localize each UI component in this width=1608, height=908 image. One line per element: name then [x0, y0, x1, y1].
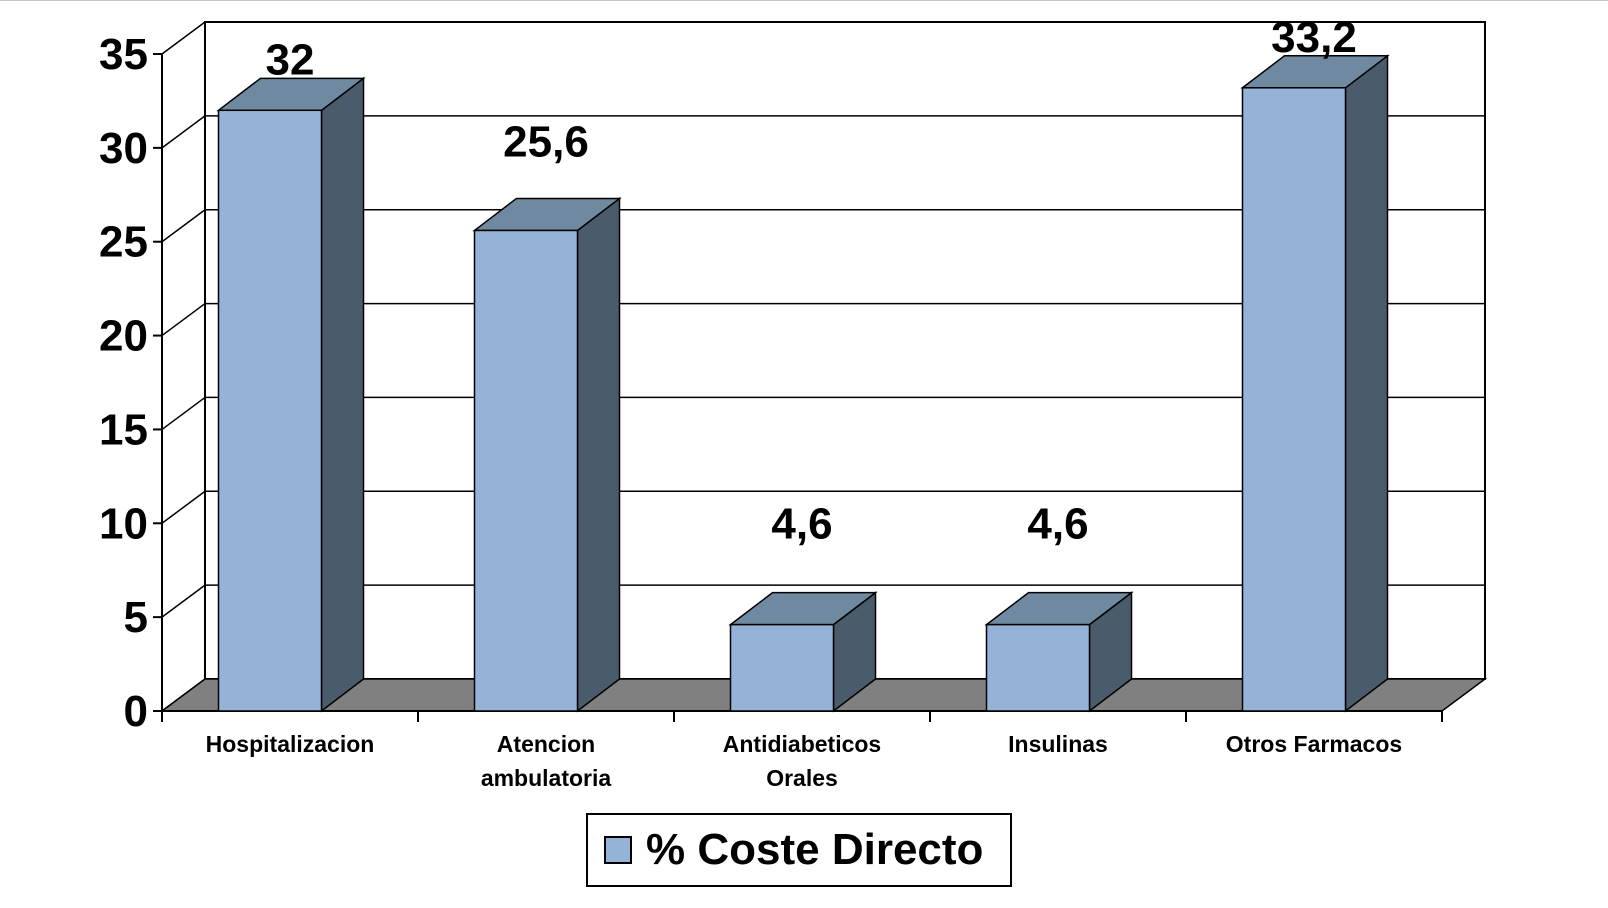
x-category-label: Otros Farmacos: [1226, 731, 1402, 757]
labels: 0 5 10 15 20 25 30 35 32 Hospitalizacion 25,6 Atenc…: [99, 13, 1402, 791]
y-tick-label: 5: [124, 593, 148, 642]
bar: [217, 109, 323, 712]
gridline-side: [161, 396, 206, 431]
gridline-side: [161, 490, 206, 524]
y-tick-label: 0: [124, 687, 148, 736]
bar-side: [320, 76, 365, 713]
y-tick-label: 30: [99, 124, 148, 173]
y-tick-label: 35: [99, 30, 148, 79]
legend: % Coste Directo: [586, 813, 1012, 887]
gridline-side: [161, 584, 206, 618]
bars: [216, 54, 1390, 713]
legend-swatch: [604, 836, 632, 864]
bar: [729, 623, 835, 712]
data-label: 4,6: [1027, 500, 1088, 549]
gridline-side: [161, 302, 206, 337]
y-tick-label: 20: [99, 312, 148, 361]
bar: [1241, 87, 1347, 712]
x-category-label: Orales: [766, 765, 838, 791]
data-label: 25,6: [503, 117, 589, 166]
x-category-label: Atencion: [497, 731, 595, 757]
legend-label: % Coste Directo: [646, 825, 984, 874]
x-category-label: Insulinas: [1008, 731, 1108, 757]
gridline-side: [161, 115, 206, 149]
data-label: 4,6: [771, 500, 832, 549]
bar: [985, 623, 1091, 712]
gridline-side: [161, 209, 206, 243]
y-tick-label: 25: [99, 218, 148, 267]
y-tick-label: 15: [99, 405, 148, 454]
data-label: 32: [266, 35, 315, 84]
bar-side: [576, 196, 621, 713]
y-tick-label: 10: [99, 499, 148, 548]
x-category-label: Antidiabeticos: [723, 731, 881, 757]
x-category-label: Hospitalizacion: [206, 731, 375, 757]
top-border: [0, 0, 1608, 1]
bar: [473, 229, 579, 712]
x-category-label: ambulatoria: [481, 765, 612, 791]
bar-side: [1344, 54, 1389, 713]
gridline-side: [161, 21, 206, 55]
data-label: 33,2: [1271, 13, 1357, 62]
